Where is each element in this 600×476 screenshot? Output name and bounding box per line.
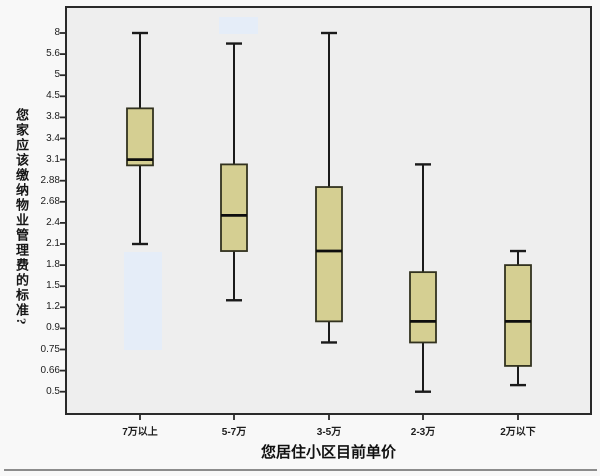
iqr-box <box>126 107 154 167</box>
x-tick-label: 5-7万 <box>221 427 247 438</box>
boxplot-group <box>126 31 154 246</box>
x-tick-label: 7万以上 <box>122 427 158 438</box>
y-tick-label: 2.68 <box>40 195 60 207</box>
iqr-box <box>315 186 343 323</box>
y-tick-label: 5.6 <box>46 48 60 60</box>
iqr-box <box>220 163 248 252</box>
plot-frame <box>65 6 592 415</box>
y-tick-label: 4.5 <box>46 90 60 102</box>
iqr-box <box>409 271 437 344</box>
y-tick-label: 2.88 <box>40 174 60 186</box>
y-tick-label: 3.4 <box>46 132 60 144</box>
y-tick-label: 0.66 <box>40 364 60 376</box>
y-tick-label: 0.9 <box>46 322 60 334</box>
y-tick-label: 0.5 <box>46 385 60 397</box>
x-axis-title: 您居住小区目前单价 <box>260 445 396 461</box>
x-tick-label: 2-3万 <box>410 427 436 438</box>
y-axis-title: 您家应该缴纳物业管理费的标准? <box>14 108 29 327</box>
y-tick-label: 0.75 <box>40 343 60 355</box>
y-tick-label: 1.5 <box>46 280 60 292</box>
y-tick-label: 2.1 <box>46 238 60 249</box>
x-tick-label: 3-5万 <box>316 427 342 438</box>
iqr-box <box>504 264 532 367</box>
boxplot-group <box>504 249 532 387</box>
boxplot-group <box>220 42 248 302</box>
y-tick-label: 2.4 <box>46 216 60 228</box>
selection-highlight <box>124 252 162 350</box>
y-tick-label: 1.2 <box>46 301 60 313</box>
y-tick-label: 5 <box>54 69 60 81</box>
x-tick-label: 2万以下 <box>500 427 536 438</box>
y-tick-label: 3.1 <box>46 153 60 165</box>
separator-line <box>4 469 597 471</box>
y-tick-label: 3.8 <box>46 111 60 123</box>
selection-highlight <box>219 17 258 34</box>
boxplot-group <box>315 31 343 344</box>
y-tick-label: 1.8 <box>46 259 60 271</box>
y-tick-label: 8 <box>54 27 60 38</box>
boxplot-group <box>409 163 437 393</box>
